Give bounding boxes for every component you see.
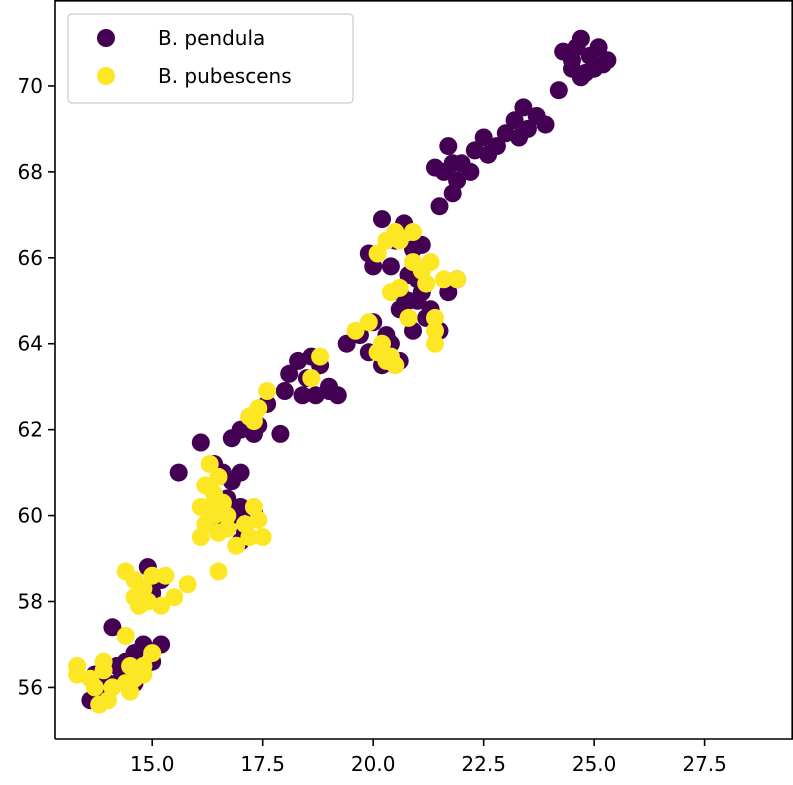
point-b-pendula-35 bbox=[244, 424, 263, 443]
point-b-pubescens-54 bbox=[346, 321, 365, 340]
point-b-pendula-85 bbox=[443, 184, 462, 203]
legend-marker bbox=[97, 67, 115, 85]
point-b-pubescens-47 bbox=[191, 498, 210, 516]
point-b-pubescens-26 bbox=[178, 575, 197, 594]
point-b-pendula-101 bbox=[571, 29, 590, 48]
y-tick-label: 64 bbox=[18, 332, 43, 356]
point-b-pubescens-25 bbox=[165, 588, 184, 607]
x-tick-label: 27.5 bbox=[682, 752, 727, 776]
axes-layer: 15.0 17.5 20.0 22.5 25.0 27.5 56 58 60 62 64 66 68 70 bbox=[18, 0, 793, 776]
point-b-pubescens-75 bbox=[404, 223, 422, 241]
legend-marker bbox=[97, 29, 115, 47]
point-b-pendula-77 bbox=[430, 197, 449, 216]
point-b-pendula-71 bbox=[381, 257, 400, 276]
point-b-pendula-36 bbox=[280, 364, 299, 383]
point-b-pendula-34 bbox=[271, 424, 290, 443]
legend: B. pendula B. pubescens bbox=[67, 13, 354, 104]
y-tick-label: 68 bbox=[18, 160, 43, 184]
point-b-pendula-107 bbox=[598, 51, 617, 70]
point-b-pubescens-46 bbox=[218, 506, 237, 525]
point-b-pubescens-65 bbox=[390, 278, 409, 297]
point-b-pubescens-32 bbox=[209, 467, 228, 486]
point-b-pubescens-15 bbox=[121, 682, 140, 701]
point-b-pubescens-55 bbox=[359, 313, 378, 332]
point-b-pubescens-52 bbox=[302, 369, 321, 388]
points-layer bbox=[68, 29, 617, 714]
point-b-pubescens-72 bbox=[426, 321, 444, 340]
point-b-pubescens-74 bbox=[399, 308, 418, 327]
point-b-pendula-87 bbox=[474, 128, 493, 147]
y-tick-label: 62 bbox=[18, 418, 43, 442]
point-b-pendula-97 bbox=[549, 81, 568, 100]
point-b-pendula-39 bbox=[275, 382, 294, 400]
point-b-pubescens-40 bbox=[205, 506, 224, 525]
point-b-pubescens-42 bbox=[236, 515, 254, 534]
point-b-pubescens-10 bbox=[121, 657, 140, 675]
point-b-pubescens-73 bbox=[426, 334, 444, 353]
point-b-pendula-47 bbox=[337, 334, 356, 353]
point-b-pendula-95 bbox=[479, 145, 498, 164]
x-tick-label: 15.0 bbox=[130, 752, 175, 776]
y-tick-label: 66 bbox=[18, 246, 43, 270]
point-b-pendula-109 bbox=[563, 59, 581, 78]
point-b-pubescens-27 bbox=[130, 596, 148, 615]
point-b-pendula-46 bbox=[320, 377, 338, 396]
x-tick-label: 22.5 bbox=[461, 752, 506, 776]
point-b-pubescens-45 bbox=[196, 476, 215, 495]
point-b-pendula-73 bbox=[412, 235, 431, 254]
point-b-pubescens-33 bbox=[200, 455, 219, 473]
point-b-pubescens-7 bbox=[94, 652, 113, 671]
legend-label: B. pendula bbox=[158, 26, 265, 50]
point-b-pendula-40 bbox=[293, 386, 312, 405]
point-b-pubescens-77 bbox=[390, 231, 409, 250]
point-b-pubescens-21 bbox=[143, 566, 162, 585]
point-b-pendula-16 bbox=[169, 463, 188, 482]
point-b-pendula-6 bbox=[103, 618, 122, 637]
point-b-pubescens-71 bbox=[426, 308, 444, 327]
point-b-pendula-43 bbox=[306, 386, 325, 405]
point-b-pendula-75 bbox=[408, 291, 427, 310]
point-b-pendula-67 bbox=[373, 210, 391, 229]
point-b-pubescens-35 bbox=[218, 519, 237, 538]
point-b-pubescens-13 bbox=[134, 665, 153, 684]
point-b-pubescens-39 bbox=[253, 528, 272, 547]
point-b-pendula-90 bbox=[505, 111, 524, 130]
x-tick-label: 17.5 bbox=[240, 752, 285, 776]
x-tick-label: 20.0 bbox=[351, 752, 396, 776]
point-b-pendula-17 bbox=[191, 433, 210, 452]
point-b-pubescens-69 bbox=[434, 270, 453, 289]
point-b-pubescens-53 bbox=[311, 347, 330, 366]
point-b-pubescens-36 bbox=[227, 536, 246, 555]
point-b-pubescens-61 bbox=[368, 244, 387, 263]
point-b-pubescens-70 bbox=[448, 270, 467, 289]
point-b-pendula-21 bbox=[231, 463, 250, 482]
point-b-pendula-83 bbox=[461, 162, 480, 181]
y-tick-label: 60 bbox=[18, 504, 43, 528]
point-b-pendula-91 bbox=[514, 98, 533, 117]
point-b-pubescens-44 bbox=[209, 562, 228, 581]
point-b-pendula-94 bbox=[536, 115, 555, 134]
point-b-pubescens-50 bbox=[258, 382, 277, 400]
point-b-pubescens-76 bbox=[417, 274, 436, 293]
point-b-pubescens-43 bbox=[244, 498, 263, 516]
point-b-pubescens-16 bbox=[85, 678, 104, 697]
point-b-pubescens-22 bbox=[156, 566, 175, 585]
y-tick-label: 56 bbox=[18, 675, 43, 699]
point-b-pendula-96 bbox=[510, 128, 528, 147]
point-b-pendula-105 bbox=[589, 38, 608, 57]
point-b-pendula-84 bbox=[426, 158, 444, 177]
y-tick-label: 58 bbox=[18, 590, 43, 614]
x-tick-label: 25.0 bbox=[572, 752, 617, 776]
legend-label: B. pubescens bbox=[158, 64, 292, 88]
point-b-pendula-81 bbox=[439, 137, 458, 156]
y-tick-label: 70 bbox=[18, 74, 43, 98]
point-b-pubescens-12 bbox=[143, 644, 162, 663]
point-b-pubescens-24 bbox=[152, 596, 171, 615]
point-b-pubescens-14 bbox=[116, 626, 135, 645]
point-b-pubescens-68 bbox=[421, 253, 440, 272]
legend-box bbox=[67, 13, 354, 104]
point-b-pubescens-60 bbox=[377, 351, 396, 370]
point-b-pubescens-51 bbox=[244, 412, 263, 431]
